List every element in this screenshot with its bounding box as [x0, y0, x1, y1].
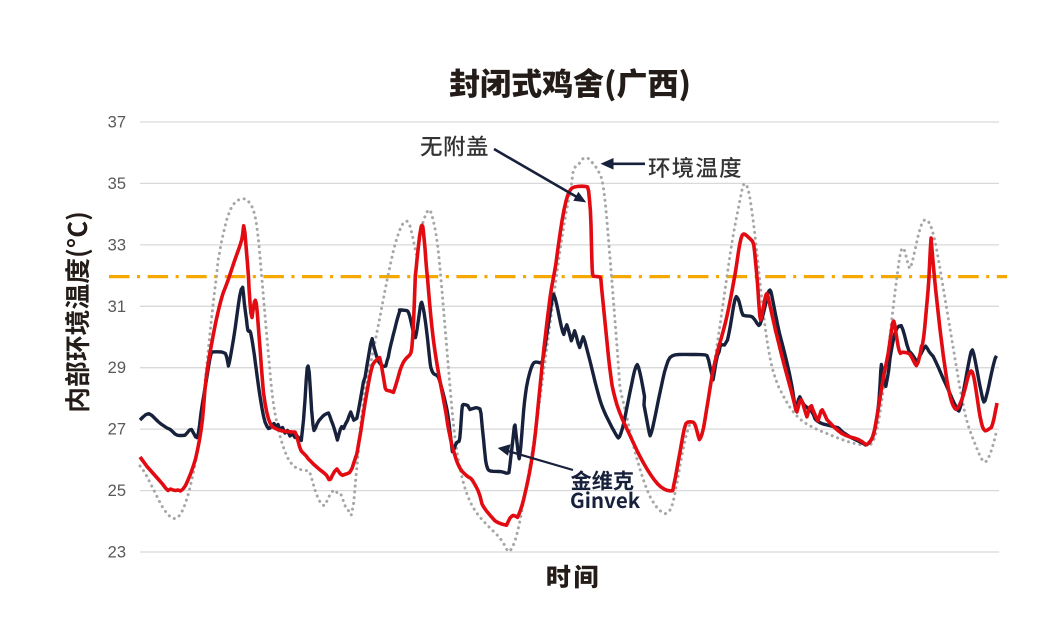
svg-text:25: 25 [108, 482, 126, 500]
svg-text:27: 27 [108, 421, 126, 439]
svg-text:37: 37 [108, 114, 126, 132]
svg-text:29: 29 [108, 359, 126, 377]
svg-text:23: 23 [108, 544, 126, 562]
svg-text:35: 35 [108, 175, 126, 193]
svg-text:33: 33 [108, 236, 126, 254]
svg-text:31: 31 [108, 298, 126, 316]
